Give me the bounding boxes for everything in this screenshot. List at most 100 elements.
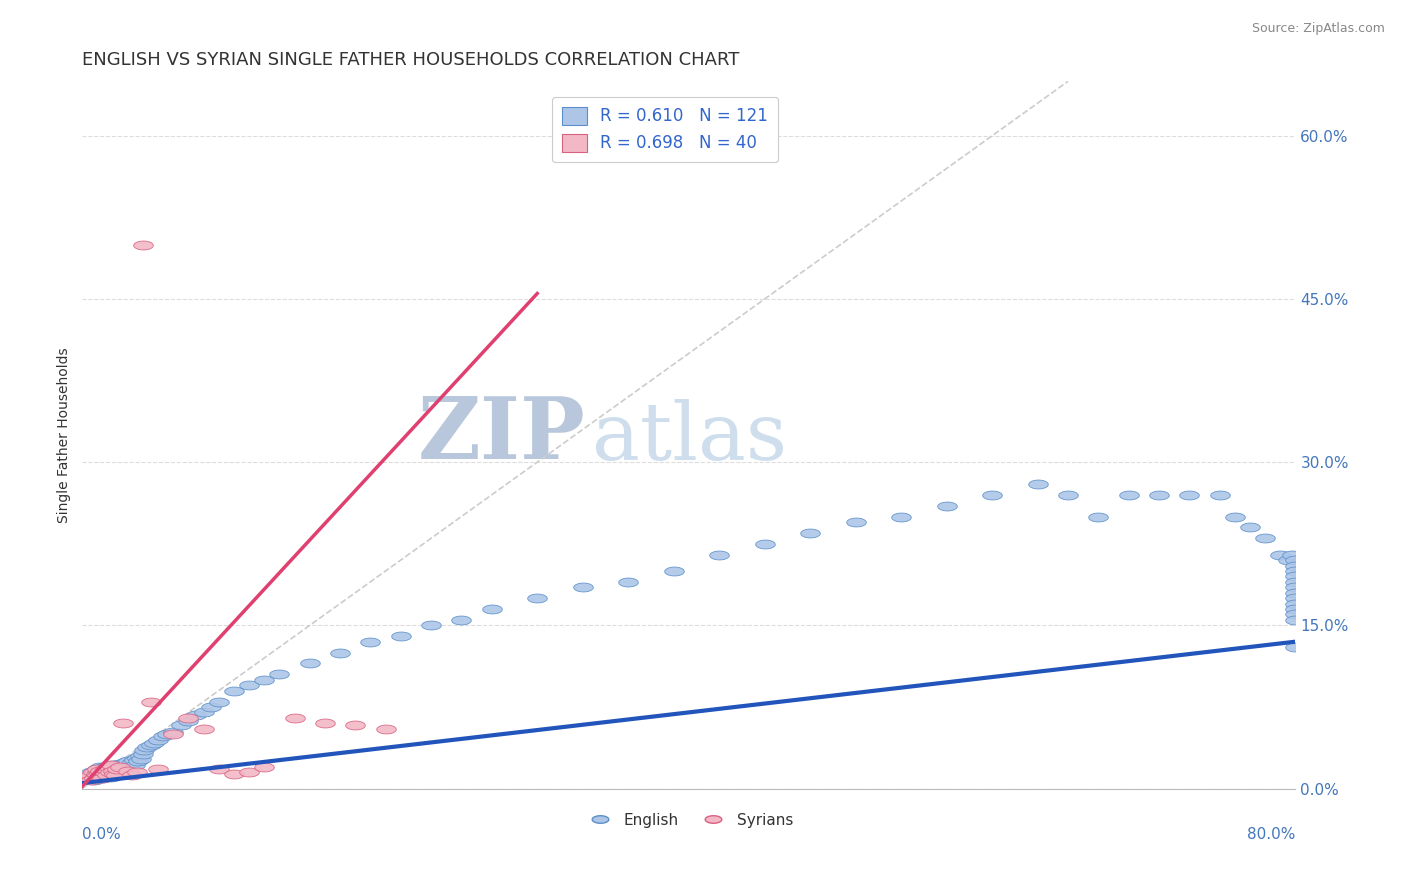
Point [162,725,184,739]
Point [96,767,118,781]
Point [132,747,155,761]
Point [1254,531,1277,545]
Point [1057,488,1080,502]
Text: ENGLISH VS SYRIAN SINGLE FATHER HOUSEHOLDS CORRELATION CHART: ENGLISH VS SYRIAN SINGLE FATHER HOUSEHOL… [83,51,740,69]
Point [481,602,503,616]
Point [93,765,115,780]
Point [86,768,108,782]
Point [105,762,128,776]
Point [101,757,124,772]
Point [709,548,731,562]
Point [1284,569,1306,583]
Point [93,768,115,782]
Point [253,673,276,687]
Point [91,771,114,785]
Point [754,537,776,551]
Point [98,765,121,780]
Point [104,758,127,772]
Point [86,768,108,782]
Point [193,722,215,736]
Text: 80.0%: 80.0% [1247,828,1295,842]
Point [86,765,108,780]
Point [329,646,352,660]
Point [374,722,396,736]
Point [79,768,101,782]
Point [82,771,104,785]
Point [86,762,108,776]
Point [1087,509,1109,524]
Point [1284,564,1306,578]
Point [101,762,124,776]
Point [84,768,107,782]
Point [1284,640,1306,654]
Point [86,762,108,776]
Point [108,760,131,774]
Point [184,707,207,722]
Point [114,762,136,776]
Point [83,771,105,785]
Point [170,718,193,732]
Point [101,767,124,781]
Point [152,729,174,743]
Point [284,711,307,725]
Point [79,768,101,782]
Point [117,755,139,769]
Point [1223,509,1246,524]
Point [208,694,231,708]
Point [91,766,114,780]
Point [222,767,245,781]
Point [112,760,135,774]
Point [97,765,120,780]
Point [121,756,143,770]
Point [1178,488,1201,502]
Point [136,740,159,755]
Point [1284,607,1306,622]
Point [1270,548,1292,562]
Point [112,716,135,731]
Point [84,767,107,781]
Point [238,678,260,692]
Point [98,761,121,775]
Point [125,751,148,765]
Point [146,762,169,776]
Point [80,765,103,780]
Point [80,772,103,787]
Text: atlas: atlas [592,400,787,477]
Point [96,763,118,777]
Point [83,766,105,780]
Point [1026,476,1049,491]
Point [103,767,125,781]
Point [108,765,131,780]
Point [177,714,200,728]
Point [105,757,128,772]
Point [76,771,98,785]
Point [146,732,169,747]
Point [105,764,128,779]
Point [103,766,125,780]
Point [118,760,141,774]
Point [162,727,184,741]
Point [111,763,134,777]
Point [97,760,120,774]
Point [122,753,145,767]
Point [890,509,912,524]
Point [389,629,412,643]
Point [526,591,548,606]
Point [107,762,129,776]
Point [222,683,245,698]
Point [89,760,111,774]
Point [100,757,122,772]
Point [103,760,125,774]
Point [129,748,152,763]
Point [120,757,142,772]
Point [935,499,957,513]
Point [1284,585,1306,599]
Point [1284,597,1306,611]
Point [132,237,155,252]
Y-axis label: Single Father Households: Single Father Households [58,347,72,523]
Point [139,738,162,752]
Point [981,488,1004,502]
Point [91,771,114,785]
Point [94,760,117,774]
Point [208,762,231,776]
